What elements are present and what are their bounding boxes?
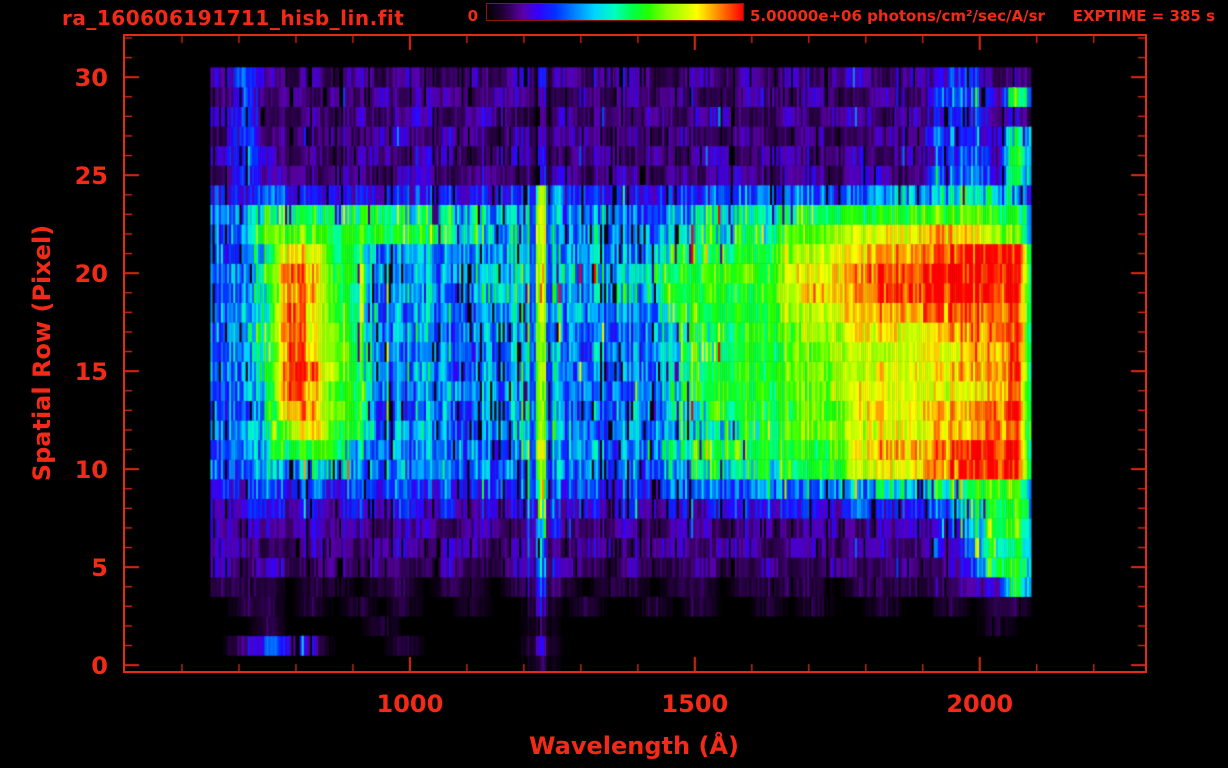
plot-frame (123, 34, 1147, 673)
y-tick-label: 0 (91, 652, 108, 681)
exptime-label: EXPTIME = 385 s (1072, 7, 1215, 25)
y-tick-label: 10 (74, 456, 108, 485)
y-tick-label: 30 (74, 64, 108, 93)
x-axis-title: Wavelength (Å) (529, 732, 739, 760)
y-tick-label: 20 (74, 260, 108, 289)
spectrogram-canvas (125, 36, 1145, 671)
y-tick-label: 25 (74, 162, 108, 191)
y-tick-label: 15 (74, 358, 108, 387)
x-tick-label: 2000 (946, 690, 1014, 718)
x-tick-label: 1000 (376, 690, 444, 718)
x-tick-label: 1500 (661, 690, 729, 718)
colorbar-min-label: 0 (467, 7, 478, 25)
y-tick-label: 5 (91, 554, 108, 583)
file-title: ra_160606191711_hisb_lin.fit (62, 6, 405, 30)
colorbar-gradient (486, 3, 744, 21)
colorbar-max-label: 5.00000e+06 photons/cm²/sec/A/sr (750, 7, 1045, 25)
